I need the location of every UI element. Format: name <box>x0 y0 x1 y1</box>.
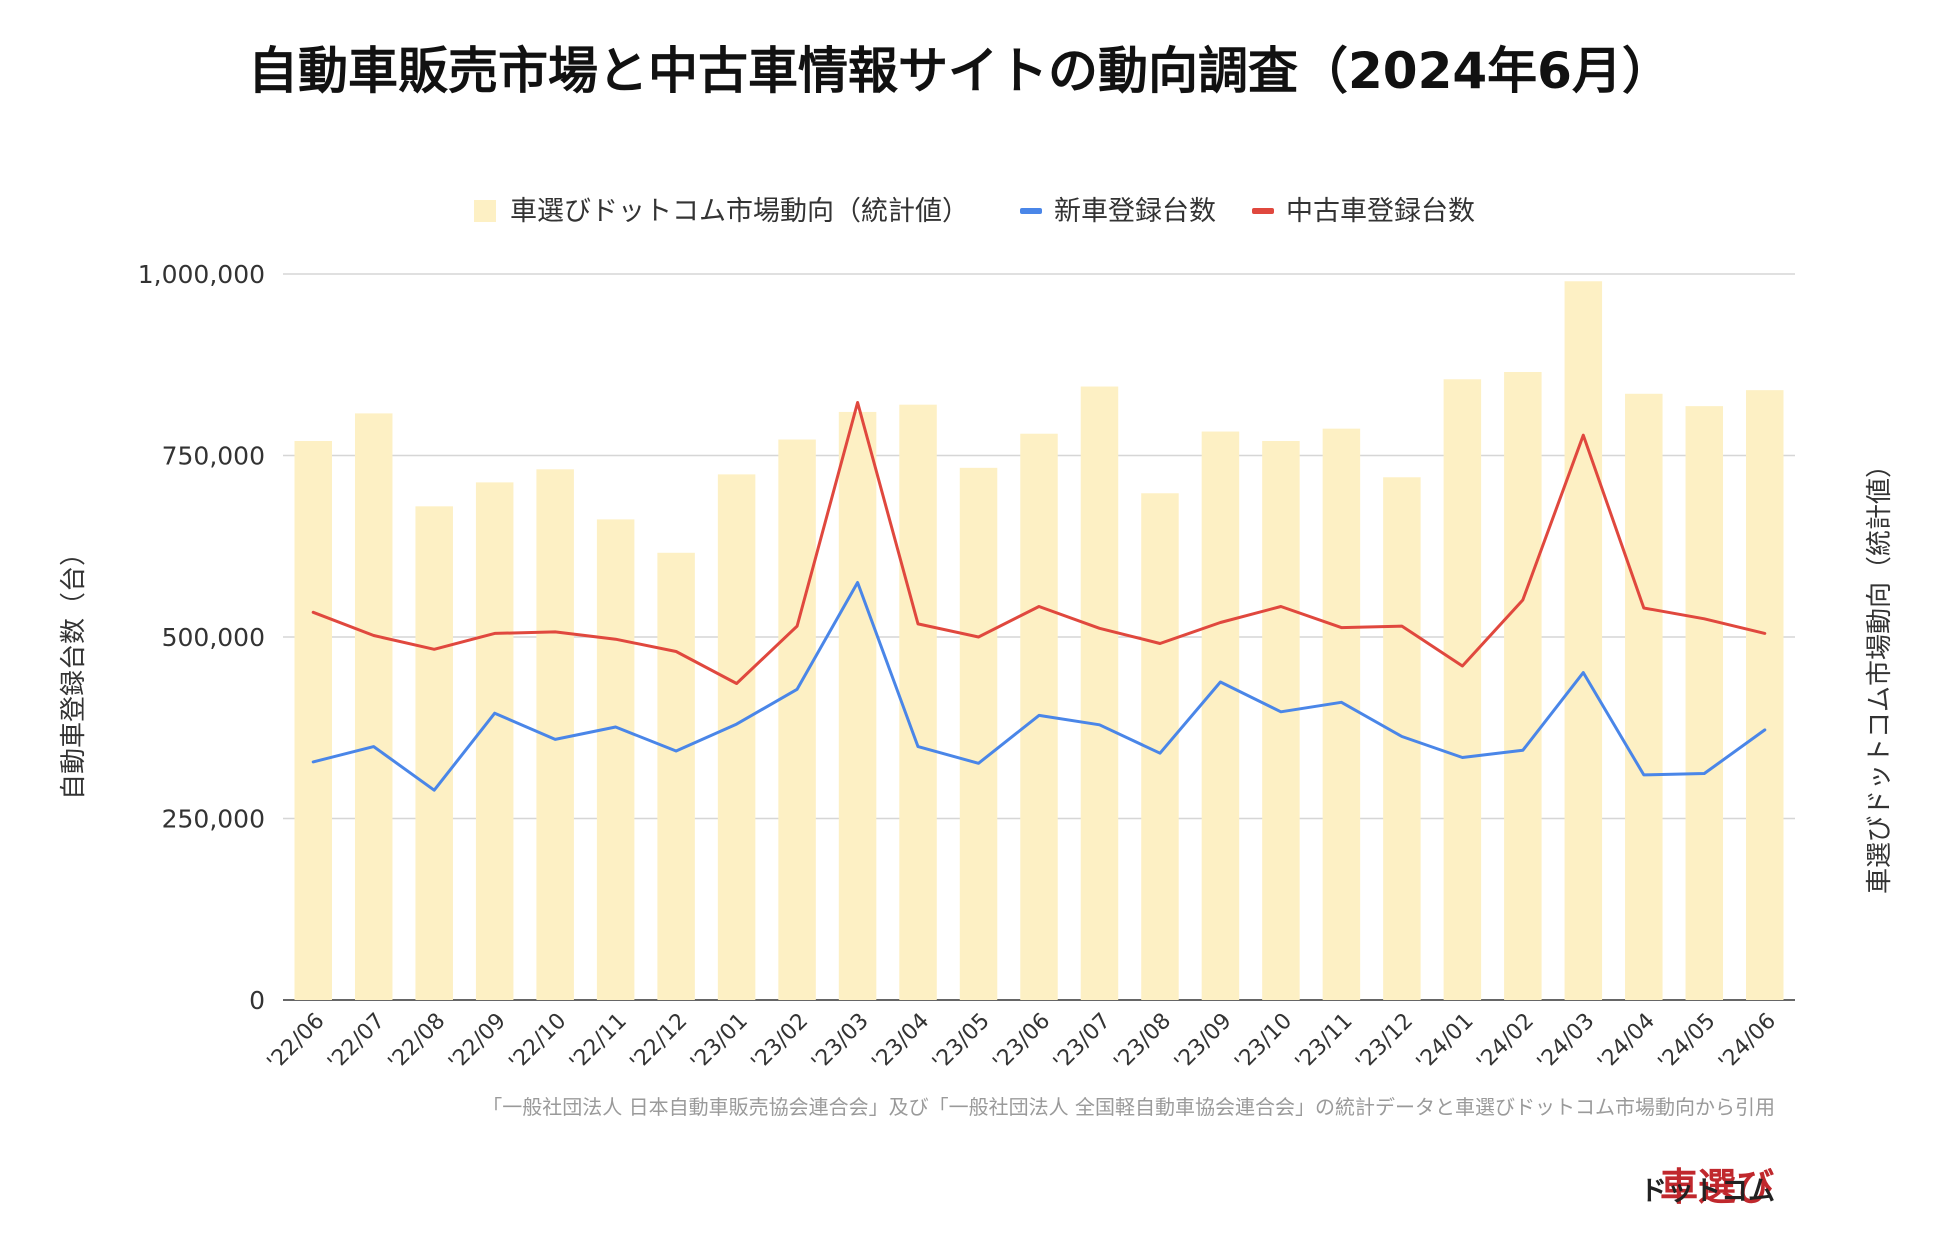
x-tick-label: '22/09 <box>444 1009 511 1076</box>
legend-label-market: 車選びドットコム市場動向（統計値） <box>510 196 969 227</box>
x-tick-label: '22/12 <box>626 1009 693 1076</box>
y-axis-ticks: 0 250,000 500,000 750,000 1,000,000 <box>138 260 265 1015</box>
brand-logo-main: 車選び <box>1660 1165 1774 1209</box>
x-tick-label: '23/01 <box>686 1009 753 1076</box>
y-tick-label: 500,000 <box>162 623 265 652</box>
x-tick-label: '24/01 <box>1412 1009 1479 1076</box>
x-tick-label: '22/10 <box>505 1009 572 1076</box>
bar-market <box>1504 372 1542 1000</box>
x-tick-label: '23/10 <box>1230 1009 1297 1076</box>
bar-market <box>959 467 998 1000</box>
bar-market <box>1564 281 1603 1000</box>
bar-market <box>1443 379 1482 1000</box>
bar-market <box>778 439 816 1000</box>
legend-label-used-cars: 中古車登録台数 <box>1286 196 1475 227</box>
y-tick-label: 750,000 <box>162 442 265 471</box>
x-tick-label: '24/04 <box>1593 1009 1660 1076</box>
y2-axis-title: 車選びドットコム市場動向（統計値） <box>1865 452 1895 894</box>
bar-market <box>1625 393 1663 1000</box>
bar-market <box>475 482 514 1000</box>
x-tick-label: '23/04 <box>867 1009 934 1076</box>
series-line-new-cars <box>311 581 1767 792</box>
y-tick-label: 250,000 <box>162 805 265 834</box>
bar-market <box>899 404 937 1000</box>
x-tick-label: '23/07 <box>1049 1009 1116 1076</box>
x-tick-label: '22/07 <box>323 1009 390 1076</box>
brand-logo: 車選び ドットコム <box>1640 1165 1775 1209</box>
legend-label-new-cars: 新車登録台数 <box>1054 196 1216 227</box>
y-axis-title: 自動車登録台数（台） <box>59 540 89 800</box>
bar-market <box>838 411 877 1000</box>
bar-market <box>717 474 756 1001</box>
bars-market <box>294 281 1784 1001</box>
x-tick-label: '23/02 <box>747 1009 814 1076</box>
legend-swatch-new-cars <box>1020 208 1042 214</box>
lines <box>311 401 1767 792</box>
x-tick-label: '22/08 <box>384 1009 451 1076</box>
bar-market <box>1201 431 1240 1000</box>
y-tick-label: 0 <box>249 986 265 1015</box>
x-tick-label: '24/06 <box>1714 1009 1781 1076</box>
chart-title: 自動車販売市場と中古車情報サイトの動向調査（2024年6月） <box>248 42 1672 100</box>
bar-market <box>596 519 635 1000</box>
x-tick-label: '24/03 <box>1533 1009 1600 1076</box>
bar-market <box>1383 477 1421 1000</box>
series-line-used-cars <box>311 401 1767 685</box>
bar-market <box>657 552 695 1000</box>
bar-market <box>1080 386 1119 1000</box>
x-tick-label: '23/03 <box>807 1009 874 1076</box>
x-tick-label: '24/05 <box>1654 1009 1721 1076</box>
x-tick-label: '23/05 <box>928 1009 995 1076</box>
bar-market <box>354 413 393 1001</box>
x-tick-label: '22/11 <box>565 1009 632 1076</box>
x-tick-label: '23/08 <box>1109 1009 1176 1076</box>
x-tick-label: '23/11 <box>1291 1009 1358 1076</box>
x-tick-label: '23/09 <box>1170 1009 1237 1076</box>
bar-market <box>294 440 332 1001</box>
x-tick-label: '22/06 <box>263 1009 330 1076</box>
bar-market <box>1262 440 1300 1001</box>
x-axis-ticks: '22/06'22/07'22/08'22/09'22/10'22/11'22/… <box>263 1009 1781 1076</box>
x-tick-label: '23/06 <box>988 1009 1055 1076</box>
x-tick-label: '24/02 <box>1472 1009 1539 1076</box>
x-tick-label: '23/12 <box>1351 1009 1418 1076</box>
bar-market <box>1322 428 1361 1000</box>
bar-market <box>1685 406 1724 1001</box>
source-note: 「一般社団法人 日本自動車販売協会連合会」及び「一般社団法人 全国軽自動車協会連… <box>482 1095 1775 1119</box>
legend-swatch-market <box>474 200 496 222</box>
bar-market <box>1746 390 1784 1000</box>
bar-market <box>415 506 453 1000</box>
y-tick-label: 1,000,000 <box>138 260 265 289</box>
legend-swatch-used-cars <box>1252 208 1274 214</box>
brand-logo-sub: ドットコム <box>1640 1176 1775 1207</box>
legend: 車選びドットコム市場動向（統計値） 新車登録台数 中古車登録台数 <box>474 196 1475 227</box>
